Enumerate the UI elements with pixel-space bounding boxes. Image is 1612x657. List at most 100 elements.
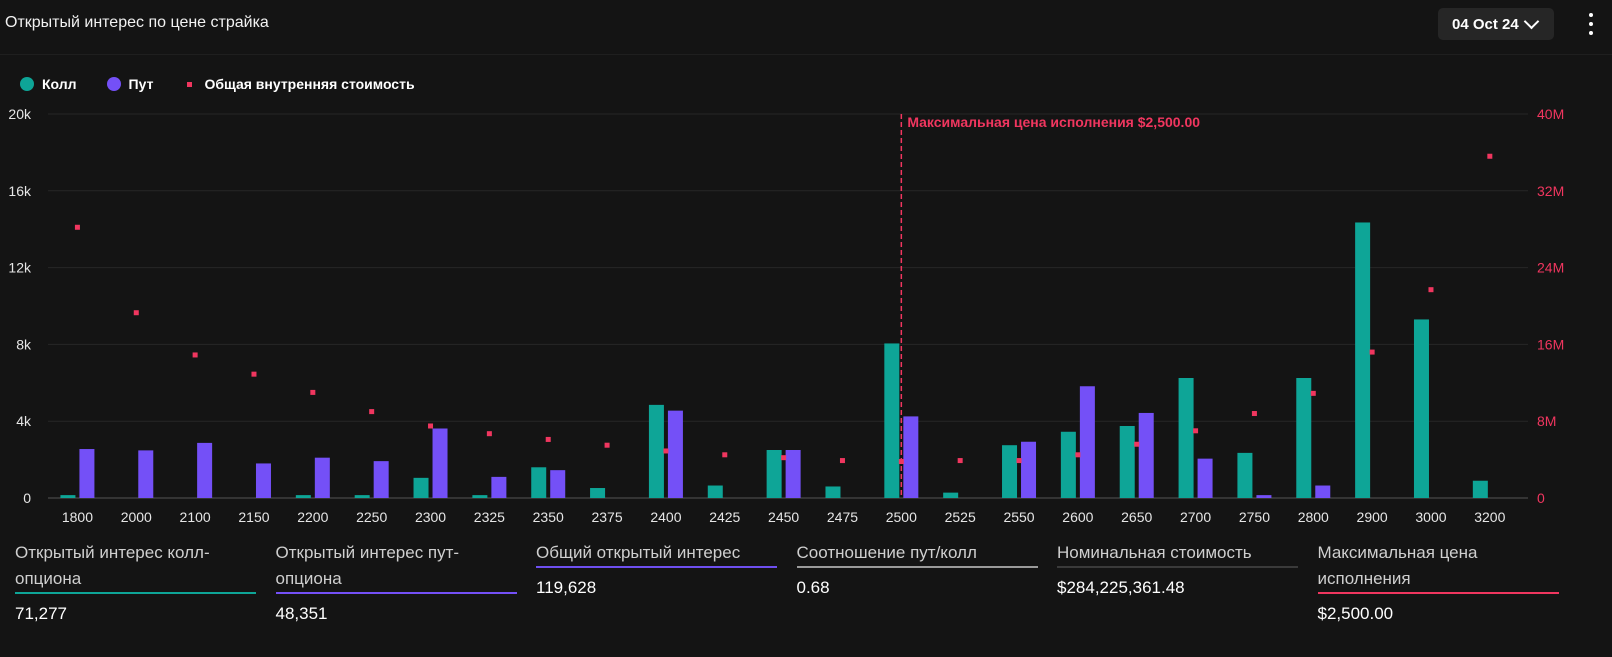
intrinsic-point	[545, 436, 551, 442]
intrinsic-point	[1134, 441, 1140, 447]
intrinsic-point	[1310, 390, 1316, 396]
x-tick-label: 2100	[180, 509, 211, 525]
stat-card: Общий открытый интерес 119,628	[536, 540, 777, 598]
intrinsic-point	[1193, 428, 1199, 434]
x-tick-label: 1800	[62, 509, 93, 525]
legend-item-intrinsic[interactable]: Общая внутренняя стоимость	[183, 76, 415, 92]
call-bar	[354, 495, 370, 498]
open-interest-chart: 0 4k 8k 12k 16k 20k 0 8M 16M 24M 32M 40M 1800 2000 210…	[8, 106, 1564, 525]
stat-underline	[15, 592, 256, 594]
y-right-tick-label: 40M	[1537, 106, 1564, 122]
x-tick-label: 2800	[1298, 509, 1329, 525]
call-bar	[590, 488, 606, 498]
put-bar	[491, 476, 507, 498]
intrinsic-point	[1016, 458, 1022, 464]
put-bar	[197, 442, 213, 498]
y-left-tick-label: 20k	[8, 106, 32, 122]
call-bar	[1119, 426, 1135, 498]
intrinsic-point	[74, 224, 80, 230]
x-tick-label: 2500	[886, 509, 917, 525]
x-tick-label: 2400	[650, 509, 681, 525]
x-tick-label: 2000	[121, 509, 152, 525]
call-bar	[1178, 378, 1194, 498]
legend-item-put[interactable]: Пут	[106, 76, 153, 92]
put-bar	[1256, 495, 1272, 498]
call-bar	[1472, 480, 1488, 498]
stat-underline	[536, 566, 777, 568]
stat-label: Открытый интерес пут-опциона	[275, 543, 460, 588]
y-right-tick-label: 16M	[1537, 336, 1564, 352]
put-bar	[550, 470, 566, 498]
y-left-tick-label: 4k	[16, 413, 32, 429]
intrinsic-point	[781, 455, 787, 461]
put-bar	[314, 457, 330, 498]
chevron-down-icon	[1523, 13, 1540, 30]
put-bar	[373, 461, 389, 498]
put-bar	[785, 450, 801, 498]
put-bar	[255, 463, 271, 498]
intrinsic-point	[251, 371, 257, 377]
call-bar	[531, 467, 547, 498]
put-bar	[138, 450, 154, 498]
date-selector[interactable]: 04 Oct 24	[1438, 8, 1554, 40]
put-bar	[1197, 458, 1213, 498]
stat-value: 0.68	[796, 578, 830, 597]
stat-underline	[275, 592, 517, 594]
call-bar	[884, 343, 900, 498]
call-dot-icon	[20, 77, 34, 91]
put-bar	[1138, 412, 1154, 498]
stats-panel: Открытый интерес колл-опциона 71,277 Откры…	[15, 540, 1605, 657]
call-bar	[60, 495, 76, 498]
y-left-tick-label: 0	[23, 490, 31, 506]
stat-value: 71,277	[15, 604, 67, 623]
stat-card: Номинальная стоимость $284,225,361.48	[1057, 540, 1298, 598]
x-tick-label: 2650	[1121, 509, 1152, 525]
intrinsic-point	[604, 442, 610, 448]
more-vertical-icon	[1589, 13, 1593, 17]
page-title: Открытый интерес по цене страйка	[5, 14, 269, 31]
call-bar	[1002, 445, 1018, 498]
intrinsic-point	[1369, 349, 1375, 355]
x-tick-label: 2250	[356, 509, 387, 525]
put-dot-icon	[106, 77, 121, 91]
y-left-tick-label: 8k	[16, 336, 32, 352]
x-tick-label: 2425	[709, 509, 740, 525]
stat-label: Соотношение пут/колл	[796, 543, 977, 562]
x-tick-label: 3000	[1415, 509, 1446, 525]
legend-item-call[interactable]: Колл	[20, 76, 77, 92]
call-bar	[413, 477, 429, 498]
call-bar	[295, 495, 311, 498]
x-tick-label: 2750	[1239, 509, 1270, 525]
call-bar	[1413, 319, 1429, 498]
y-right-tick-label: 8M	[1537, 413, 1556, 429]
stat-label: Общий открытый интерес	[536, 543, 741, 562]
x-tick-label: 2200	[297, 509, 328, 525]
header: Открытый интерес по цене страйка 04 Oct …	[0, 0, 1612, 55]
intrinsic-point	[310, 389, 316, 395]
put-bar	[1021, 441, 1037, 498]
x-tick-label: 2325	[474, 509, 505, 525]
put-bar	[79, 449, 95, 498]
more-menu-button[interactable]	[1584, 12, 1598, 38]
call-bar	[472, 495, 488, 498]
y-left-tick-label: 12k	[8, 260, 32, 276]
put-bar	[1315, 485, 1331, 498]
call-bar	[1237, 452, 1253, 498]
call-bar	[943, 492, 959, 498]
intrinsic-point	[1487, 153, 1493, 159]
intrinsic-point	[1428, 287, 1434, 293]
call-bar	[707, 485, 723, 498]
x-tick-label: 2300	[415, 509, 446, 525]
call-bar	[1355, 222, 1371, 498]
call-bar	[1060, 431, 1076, 498]
x-tick-label: 2350	[533, 509, 564, 525]
x-tick-label: 2150	[238, 509, 269, 525]
x-tick-label: 2600	[1062, 509, 1093, 525]
call-bar	[766, 450, 782, 498]
x-tick-label: 2700	[1180, 509, 1211, 525]
legend-call-label: Колл	[42, 76, 77, 92]
stat-card: Соотношение пут/колл 0.68	[796, 540, 1038, 598]
x-tick-label: 2450	[768, 509, 799, 525]
y-right-tick-label: 32M	[1537, 183, 1564, 199]
y-right-tick-label: 0	[1537, 490, 1545, 506]
